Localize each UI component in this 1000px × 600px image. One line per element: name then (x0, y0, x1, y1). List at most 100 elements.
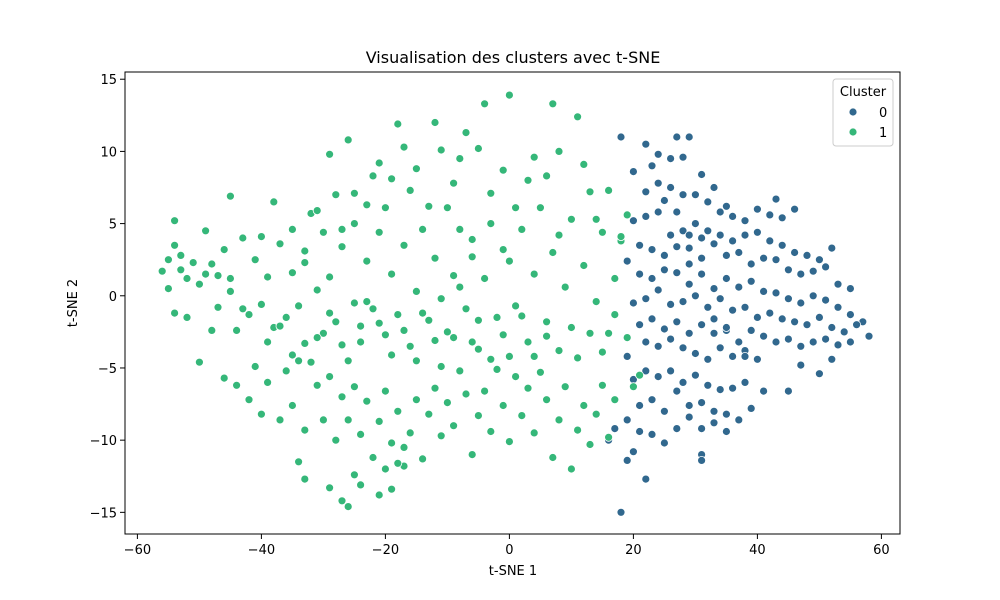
cluster-0-point-34 (740, 230, 750, 240)
cluster-1-point-70 (455, 154, 465, 164)
cluster-0-point-148 (684, 401, 694, 410)
cluster-1-point-202 (579, 159, 589, 169)
cluster-1-point-1 (163, 255, 173, 265)
plot-area-frame (124, 71, 901, 535)
cluster-1-point-161 (579, 401, 589, 410)
cluster-1-point-75 (480, 99, 490, 109)
cluster-0-point-163 (622, 455, 632, 465)
cluster-0-point-18 (728, 211, 737, 221)
cluster-1-point-54 (387, 269, 397, 279)
cluster-1-point-134 (411, 395, 421, 405)
cluster-0-point-113 (796, 341, 806, 351)
cluster-0-point-98 (852, 320, 861, 330)
cluster-0-point-77 (833, 302, 843, 312)
cluster-0-point-59 (846, 284, 855, 294)
x-tick-label: 20 (625, 543, 642, 558)
cluster-0-point-25 (629, 216, 638, 226)
cluster-0-point-97 (839, 327, 849, 337)
cluster-1-point-39 (318, 227, 328, 237)
cluster-1-point-58 (405, 185, 415, 195)
cluster-0-point-94 (802, 320, 812, 330)
cluster-1-point-135 (418, 454, 428, 464)
cluster-1-point-192 (436, 145, 446, 155)
cluster-1-point-160 (573, 425, 582, 435)
cluster-1-point-94 (567, 323, 576, 332)
cluster-1-point-222 (430, 336, 440, 345)
legend-marker-1 (848, 127, 858, 137)
cluster-1-point-38 (318, 328, 328, 338)
cluster-1-point-163 (591, 409, 601, 419)
cluster-0-point-19 (740, 216, 750, 226)
cluster-0-point-123 (666, 334, 675, 344)
cluster-0-point-139 (703, 380, 713, 390)
cluster-0-point-135 (653, 372, 663, 382)
cluster-1-point-126 (362, 396, 372, 406)
cluster-1-point-50 (368, 304, 378, 314)
cluster-1-point-53 (380, 203, 390, 213)
cluster-0-point-31 (703, 226, 713, 236)
cluster-1-point-159 (567, 464, 576, 474)
cluster-0-point-85 (691, 291, 700, 301)
cluster-1-point-184 (337, 224, 347, 234)
cluster-1-point-109 (244, 395, 254, 405)
cluster-1-point-145 (480, 386, 490, 396)
cluster-0-point-67 (709, 284, 719, 294)
cluster-0-point-56 (808, 266, 818, 276)
cluster-0-point-128 (728, 351, 737, 361)
cluster-1-point-101 (610, 274, 620, 283)
cluster-1-point-139 (442, 398, 452, 408)
cluster-1-point-5 (182, 274, 192, 283)
cluster-1-point-223 (436, 362, 446, 371)
cluster-0-point-176 (660, 196, 669, 205)
cluster-1-point-218 (387, 350, 397, 360)
cluster-1-point-83 (517, 224, 527, 234)
cluster-0-point-140 (715, 385, 725, 395)
cluster-0-point-171 (722, 323, 731, 332)
cluster-0-point-75 (808, 291, 818, 301)
cluster-1-point-175 (356, 480, 366, 490)
cluster-1-point-79 (498, 165, 508, 175)
cluster-1-point-205 (225, 274, 235, 283)
cluster-1-point-104 (622, 210, 632, 220)
cluster-1-point-111 (256, 409, 266, 419)
cluster-1-point-116 (294, 356, 304, 366)
cluster-0-point-177 (647, 161, 657, 171)
cluster-0-point-82 (653, 285, 663, 295)
cluster-0-point-83 (666, 299, 675, 309)
cluster-0-point-131 (796, 360, 806, 370)
cluster-0-point-46 (684, 243, 694, 253)
cluster-1-point-204 (616, 232, 626, 242)
cluster-1-point-93 (567, 214, 576, 224)
cluster-1-point-19 (225, 286, 235, 296)
cluster-0-point-95 (815, 312, 824, 322)
cluster-0-point-173 (684, 259, 694, 269)
x-tick-label: 0 (505, 543, 513, 558)
cluster-0-point-146 (660, 406, 669, 416)
cluster-1-point-57 (399, 240, 409, 250)
cluster-0-point-43 (647, 245, 657, 255)
cluster-0-point-93 (790, 317, 799, 327)
cluster-1-point-186 (362, 200, 372, 210)
cluster-1-point-179 (393, 458, 403, 468)
cluster-1-point-26 (263, 272, 273, 282)
cluster-0-point-63 (660, 265, 669, 275)
cluster-0-point-124 (678, 343, 688, 353)
cluster-1-point-149 (504, 437, 514, 447)
cluster-0-point-142 (740, 377, 750, 387)
cluster-1-point-4 (176, 250, 186, 260)
cluster-1-point-201 (554, 230, 564, 240)
cluster-1-point-173 (343, 502, 353, 512)
cluster-0-point-5 (684, 132, 694, 142)
cluster-0-point-35 (753, 227, 762, 237)
cluster-1-point-177 (380, 464, 390, 474)
cluster-0-point-64 (672, 268, 682, 278)
cluster-1-point-85 (523, 337, 533, 347)
cluster-1-point-23 (250, 255, 260, 265)
cluster-0-point-6 (666, 154, 675, 164)
cluster-0-point-9 (709, 183, 719, 192)
cluster-0-point-114 (808, 337, 818, 347)
cluster-1-point-96 (579, 261, 589, 270)
cluster-1-point-29 (275, 239, 285, 249)
cluster-1-point-62 (424, 315, 434, 325)
